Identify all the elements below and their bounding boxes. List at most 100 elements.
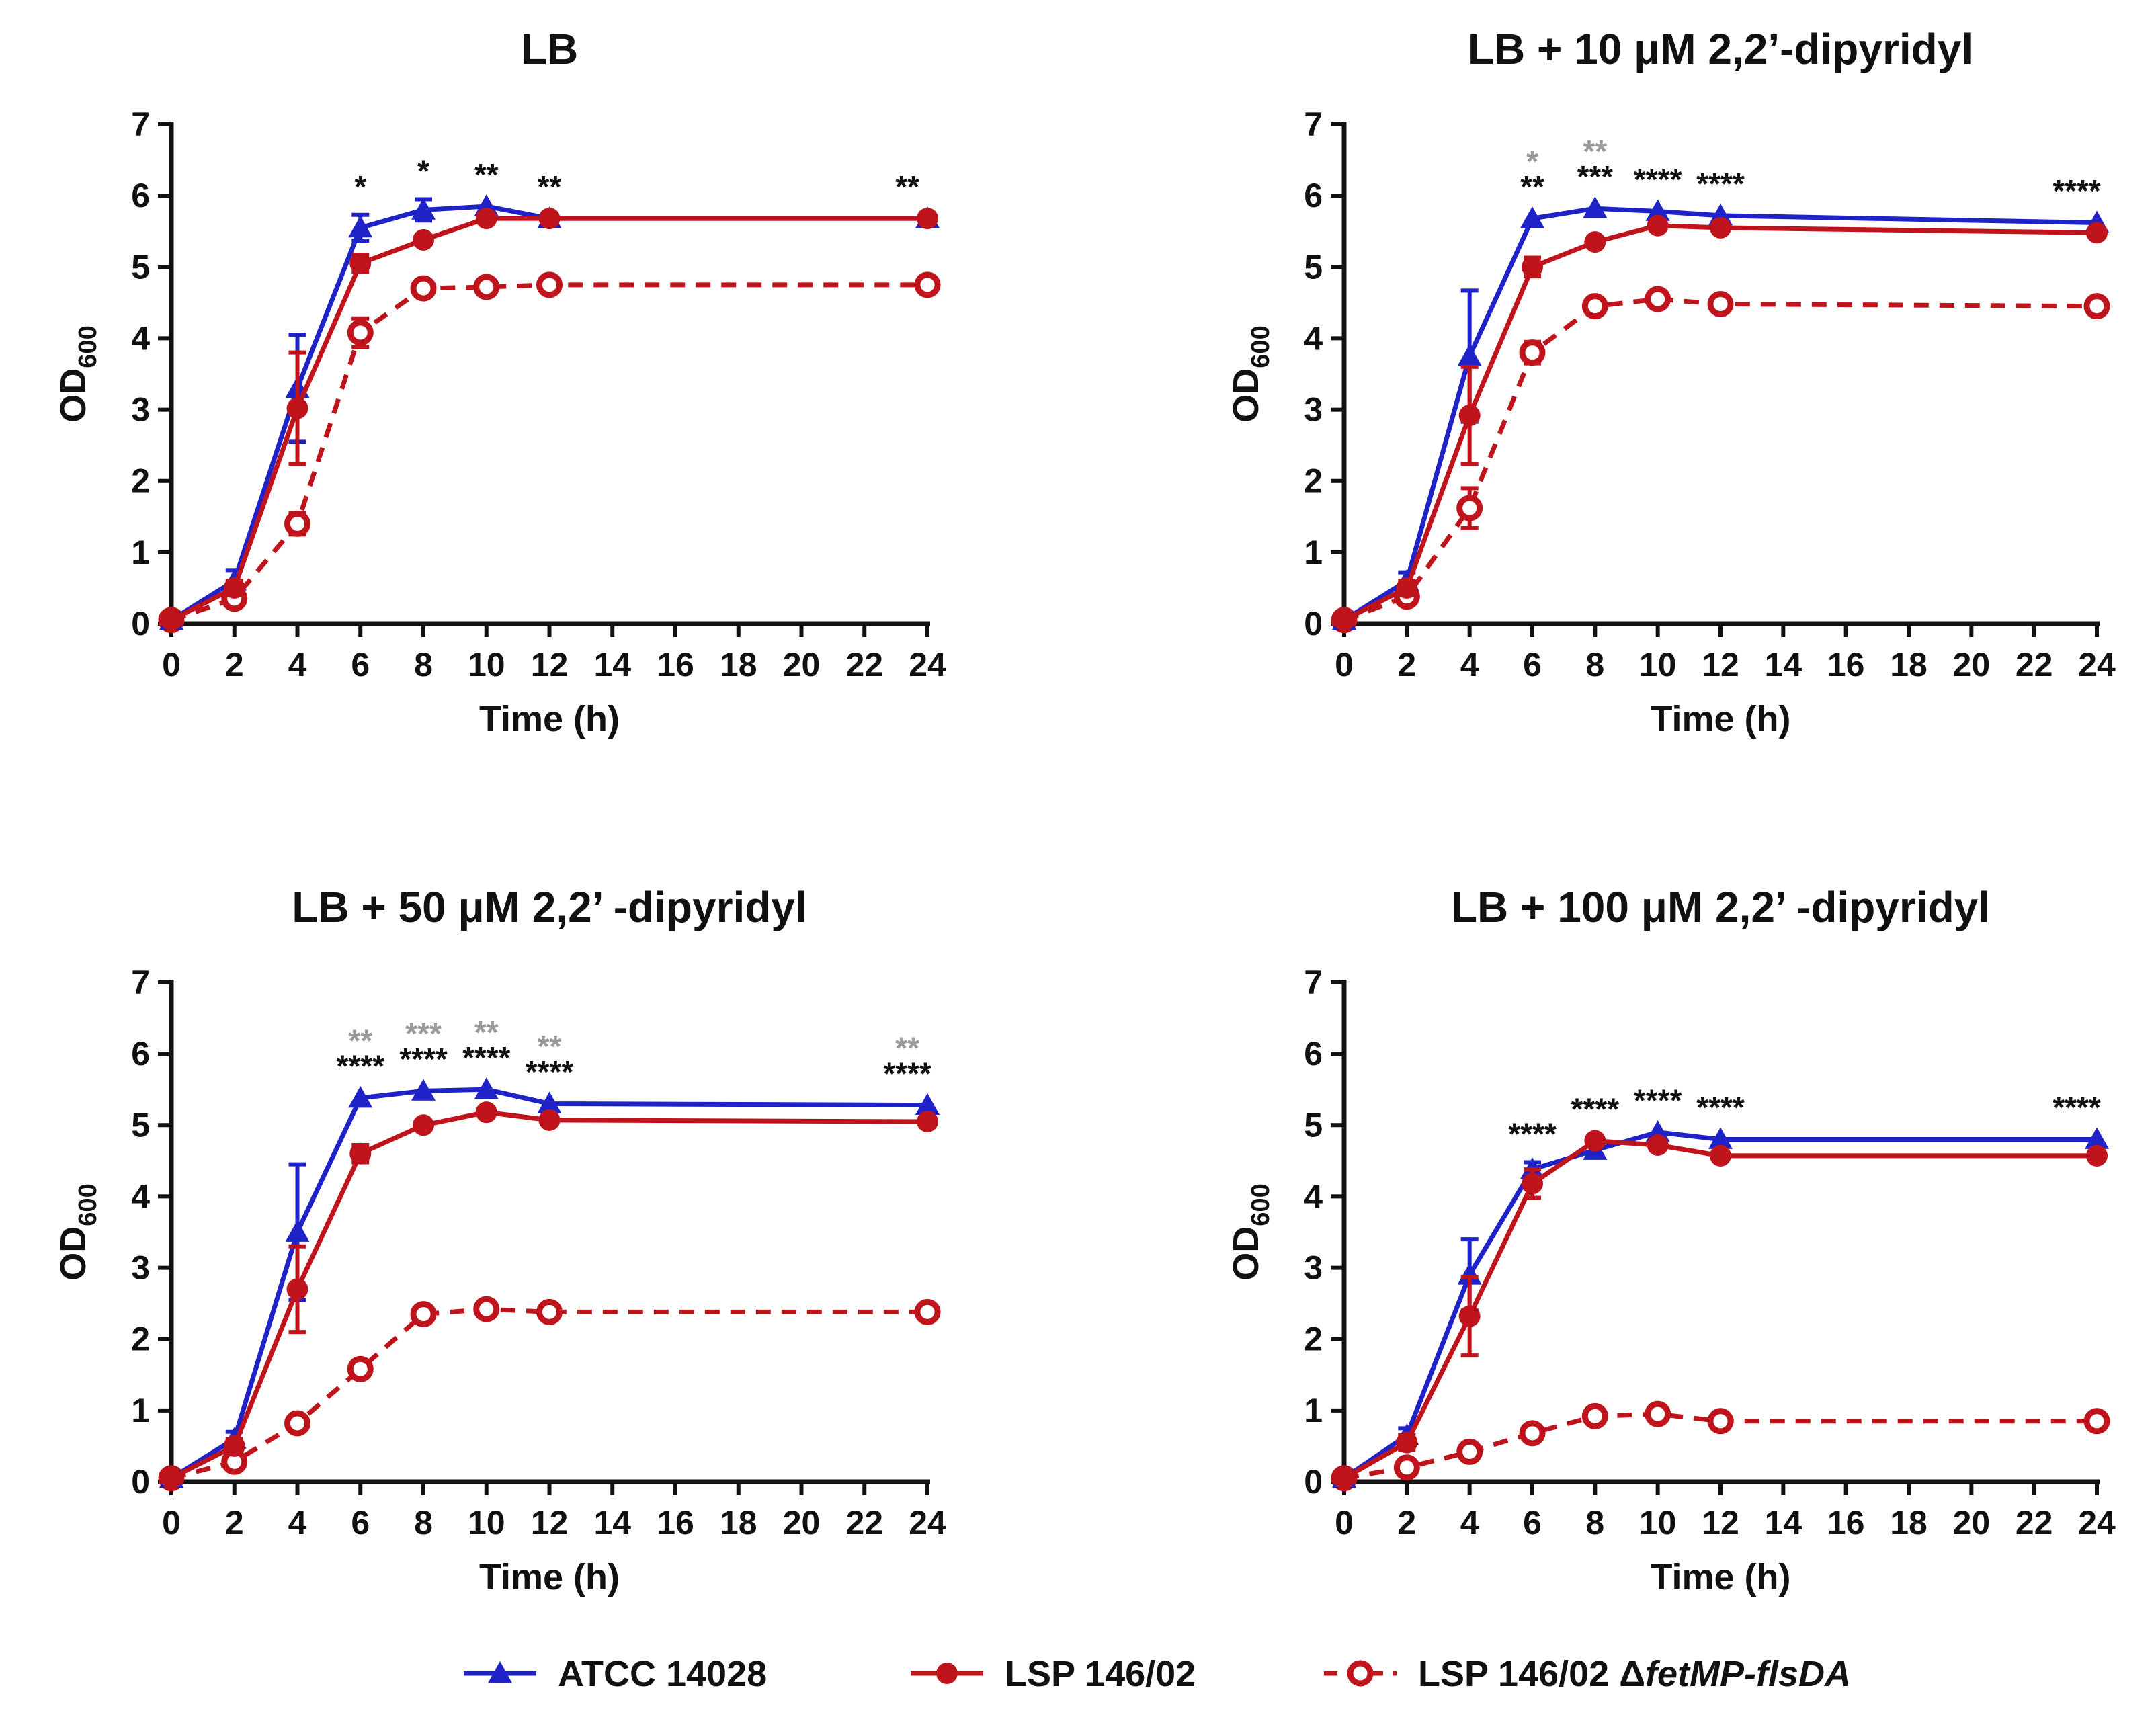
y-tick-label: 6 bbox=[131, 1035, 150, 1073]
significance-stars: *** bbox=[405, 1016, 442, 1051]
legend-label-text: ATCC 14028 bbox=[558, 1654, 767, 1694]
x-tick-label: 20 bbox=[783, 646, 821, 683]
data-point-mut bbox=[914, 271, 941, 298]
data-point-mut bbox=[1519, 1420, 1546, 1447]
y-tick-label: 3 bbox=[131, 1249, 150, 1287]
data-point-lsp bbox=[161, 609, 182, 631]
data-point-mut bbox=[2083, 293, 2110, 320]
data-point-lsp bbox=[1584, 231, 1606, 253]
data-point-mut bbox=[1645, 1400, 1671, 1427]
y-tick-label: 6 bbox=[1304, 1035, 1323, 1073]
data-point-lsp bbox=[1333, 609, 1355, 631]
data-point-lsp bbox=[1647, 1134, 1669, 1157]
legend-marker-atcc bbox=[488, 1661, 512, 1683]
x-tick-label: 14 bbox=[1765, 646, 1802, 683]
data-point-atcc bbox=[1457, 1263, 1482, 1285]
significance-stars: **** bbox=[462, 1040, 511, 1075]
data-point-mut bbox=[284, 1410, 310, 1437]
series-atcc bbox=[1332, 196, 2109, 630]
data-point-mut bbox=[914, 1298, 941, 1325]
series-line-atcc bbox=[1343, 206, 2098, 622]
series-lsp bbox=[161, 1101, 938, 1489]
x-tick-label: 14 bbox=[593, 646, 631, 683]
x-tick-label: 20 bbox=[1953, 1504, 1991, 1542]
x-tick-label: 24 bbox=[2078, 646, 2116, 683]
y-tick-label: 2 bbox=[131, 462, 150, 500]
x-tick-label: 22 bbox=[845, 646, 883, 683]
x-tick-label: 18 bbox=[720, 646, 757, 683]
data-point-lsp bbox=[1584, 1130, 1606, 1152]
significance-stars: ** bbox=[1583, 134, 1607, 169]
data-point-lsp bbox=[538, 208, 561, 230]
series-lsp bbox=[1333, 1130, 2108, 1489]
legend-marker-mut bbox=[1347, 1660, 1374, 1687]
y-axis-title-subscript: 600 bbox=[1247, 1183, 1275, 1226]
data-point-lsp bbox=[413, 228, 434, 251]
x-tick-label: 18 bbox=[720, 1504, 757, 1542]
significance-stars: ** bbox=[538, 169, 562, 204]
significance-stars: * bbox=[1526, 144, 1538, 179]
data-point-lsp bbox=[1333, 1467, 1355, 1489]
significance-stars: **** bbox=[336, 1049, 384, 1084]
data-point-mut bbox=[410, 1301, 437, 1328]
legend-label-text: LSP 146/02 Δ bbox=[1418, 1654, 1645, 1694]
x-tick-label: 12 bbox=[531, 646, 569, 683]
data-point-lsp bbox=[538, 1109, 561, 1131]
series-atcc bbox=[159, 194, 940, 630]
x-tick-label: 18 bbox=[1890, 646, 1927, 683]
significance-stars: **** bbox=[883, 1056, 931, 1091]
x-tick-label: 12 bbox=[1702, 1504, 1739, 1542]
data-point-atcc bbox=[1583, 196, 1608, 218]
significance-stars: *** bbox=[1577, 159, 1613, 194]
x-tick-label: 24 bbox=[909, 646, 946, 683]
data-point-mut bbox=[1456, 1438, 1483, 1465]
y-tick-label: 2 bbox=[131, 1320, 150, 1358]
significance-stars: ** bbox=[538, 1029, 562, 1064]
y-tick-label: 1 bbox=[131, 1392, 150, 1429]
y-axis-title-main: OD bbox=[53, 368, 93, 423]
y-tick-label: 5 bbox=[131, 1106, 150, 1144]
x-tick-label: 16 bbox=[657, 1504, 694, 1542]
y-tick-label: 3 bbox=[1304, 1249, 1323, 1287]
data-point-lsp bbox=[1522, 256, 1543, 278]
data-point-mut bbox=[1581, 293, 1608, 320]
data-point-atcc bbox=[1645, 199, 1670, 221]
y-tick-label: 2 bbox=[1304, 1320, 1323, 1358]
series-line-atcc bbox=[170, 1087, 928, 1480]
series-line-lsp bbox=[1343, 223, 2098, 622]
x-tick-label: 10 bbox=[468, 646, 505, 683]
x-tick-label: 20 bbox=[783, 1504, 821, 1542]
data-point-mut bbox=[1456, 495, 1483, 521]
y-tick-label: 4 bbox=[1304, 319, 1323, 357]
x-tick-label: 8 bbox=[1585, 646, 1604, 683]
significance-stars: **** bbox=[399, 1042, 448, 1077]
data-point-lsp bbox=[1396, 577, 1418, 599]
data-point-lsp bbox=[2086, 222, 2108, 244]
y-tick-label: 6 bbox=[131, 177, 150, 214]
x-tick-label: 10 bbox=[468, 1504, 505, 1542]
series-line-mut bbox=[1343, 296, 2098, 622]
data-point-lsp bbox=[1710, 216, 1731, 239]
data-point-lsp bbox=[349, 1142, 372, 1165]
significance-stars: ** bbox=[895, 1030, 919, 1065]
y-axis-title-subscript: 600 bbox=[74, 1183, 102, 1226]
x-tick-label: 8 bbox=[1585, 1504, 1604, 1542]
x-tick-label: 10 bbox=[1639, 1504, 1677, 1542]
significance-stars: * bbox=[354, 169, 366, 204]
data-point-lsp bbox=[917, 208, 938, 230]
data-point-atcc bbox=[537, 1091, 562, 1113]
y-axis-title-main: OD bbox=[53, 1226, 93, 1281]
y-axis-title: OD600 bbox=[53, 1183, 102, 1280]
x-tick-label: 14 bbox=[593, 1504, 631, 1542]
x-tick-label: 12 bbox=[531, 1504, 569, 1542]
chart-title: LB + 100 μM 2,2’ -dipyridyl bbox=[1451, 883, 1990, 931]
x-tick-label: 24 bbox=[2078, 1504, 2116, 1542]
series-line-atcc bbox=[170, 204, 927, 622]
series-mut bbox=[1331, 286, 2110, 634]
data-point-atcc bbox=[915, 1093, 940, 1115]
y-tick-label: 4 bbox=[131, 1177, 150, 1215]
legend-item-lsp: LSP 146/02 bbox=[911, 1654, 1196, 1694]
